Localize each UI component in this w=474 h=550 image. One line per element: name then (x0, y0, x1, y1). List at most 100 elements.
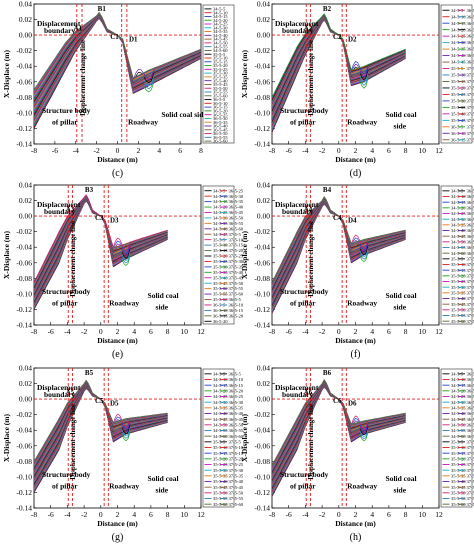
legend-entry: 37-5-60 (467, 319, 474, 324)
y-tick-label: -0.04 (16, 243, 32, 252)
legend-entry: 36-5-55 (467, 245, 474, 250)
change-line-label: Displacement change line (307, 404, 315, 480)
legend-entry: 37-5-40 (229, 479, 244, 484)
point-label-a: A6 (304, 388, 313, 396)
x-tick-label: -8 (269, 327, 275, 336)
legend-entry: 37-5-50 (467, 490, 474, 495)
point-label-a: A3 (66, 205, 75, 213)
legend-entry: 36-5-35 (467, 27, 474, 32)
legend-entry: 37-5-5 (467, 66, 474, 71)
roadway-label: Roadway (347, 482, 377, 491)
legend-entry: 34-5-55 (213, 44, 228, 49)
y-tick-label: -0.04 (254, 62, 270, 71)
x-tick-label: 4 (370, 327, 374, 336)
legend-entry: 36-5-30 (467, 400, 474, 405)
legend-entry: 36-5-15 (467, 200, 474, 205)
x-tick-label: 6 (387, 146, 391, 155)
legend-entry: 37-5-5 (467, 256, 474, 261)
legend-entry: 37-5-30 (467, 468, 474, 473)
y-tick-label: -0.08 (16, 457, 32, 466)
y-tick-label: -0.08 (254, 457, 270, 466)
y-tick-label: 0.00 (19, 31, 32, 40)
y-tick-label: -0.12 (16, 124, 32, 133)
legend-entry: 37-5-5 (229, 439, 242, 444)
boundary-label: Displacement (37, 200, 81, 209)
roadway-label: Roadway (347, 118, 377, 127)
legend-entry: 37-5-20 (229, 456, 244, 461)
legend-entry: 36-5-5 (467, 188, 474, 193)
y-tick-label: -0.06 (254, 441, 270, 450)
legend-entry: 37-5-25 (229, 254, 244, 259)
chart-panel-h: 0.04 0.02 0.00 -0.02 -0.04 -0.06 -0.08 -0.10 -0.… (240, 364, 474, 544)
legend-entry: 36-5-50 (229, 216, 244, 221)
legend-entry: 35-5-5 (213, 237, 226, 242)
series-line (34, 12, 201, 90)
legend-entry: 37-5-20 (467, 86, 474, 91)
point-label-c: C3 (95, 214, 104, 222)
x-tick-label: -6 (286, 510, 292, 519)
legend-entry: 36-5-20 (229, 313, 244, 318)
roadway-label: Roadway (109, 299, 139, 308)
legend-entry: 34-5-20 (213, 18, 228, 23)
legend-entry: 35-5-5 (213, 439, 226, 444)
x-axis-title: Distance (m) (335, 336, 376, 345)
change-line-label: Displacement change line (69, 404, 77, 480)
legend-entry: 37-5-15 (467, 268, 474, 273)
x-tick-label: 10 (419, 327, 427, 336)
legend-entry: 37-5-40 (467, 479, 474, 484)
x-tick-label: 4 (132, 327, 136, 336)
x-tick-label: 6 (387, 510, 391, 519)
x-tick-label: 6 (178, 146, 182, 155)
legend-entry: 37-5-5 (467, 439, 474, 444)
legend-entry: 36-5-25 (467, 211, 474, 216)
legend-entry: 37-5-35 (229, 264, 244, 269)
point-label-d: D3 (110, 216, 119, 224)
x-axis-title: Distance (m) (335, 155, 376, 164)
x-tick-label: 0 (99, 327, 103, 336)
y-tick-label: 0.04 (19, 364, 32, 373)
y-tick-label: 0.00 (257, 395, 270, 404)
legend-entry: 37-5-45 (467, 485, 474, 490)
roadway-label: Roadway (347, 299, 377, 308)
x-tick-label: 4 (370, 510, 374, 519)
legend-entry: 36-5-10 (229, 303, 244, 308)
y-tick-label: 0.02 (257, 15, 270, 24)
x-tick-label: 2 (116, 327, 120, 336)
point-label-c: C4 (333, 214, 342, 222)
legend-entry: 36-5-40 (467, 411, 474, 416)
legend-entry: 34-5-5 (451, 188, 464, 193)
legend-entry: 37-5-20 (229, 248, 244, 253)
legend-entry: 36-5-30 (229, 400, 244, 405)
chart-panel-d: 0.04 0.02 0.00 -0.02 -0.04 -0.06 -0.08 -0.10 -0.… (240, 0, 474, 179)
legend-entry: 37-5-55 (467, 131, 474, 136)
y-axis-title: X-Displace (m) (240, 413, 249, 462)
y-tick-label: -0.04 (16, 426, 32, 435)
x-tick-label: -4 (64, 510, 70, 519)
legend-entry: 36-5-30 (213, 116, 228, 121)
legend-entry: 37-5-35 (467, 105, 474, 110)
y-tick-label: -0.10 (16, 472, 32, 481)
legend-entry: 37-5-10 (229, 237, 244, 242)
legend-entry: 36-5-40 (213, 124, 228, 129)
x-tick-label: -6 (48, 510, 54, 519)
boundary-label: Displacement (37, 383, 81, 392)
legend-entry: 34-5-15 (213, 14, 228, 19)
legend-entry: 36-5-45 (467, 234, 474, 239)
legend-entry: 37-5-50 (467, 307, 474, 312)
y-tick-label: -0.06 (254, 258, 270, 267)
x-tick-label: -2 (319, 146, 325, 155)
change-line-label: Displacement change line (69, 221, 77, 297)
y-tick-label: -0.10 (16, 108, 32, 117)
legend-box (440, 185, 473, 325)
x-tick-label: -4 (64, 327, 70, 336)
legend-entry: 35-5-55 (213, 90, 228, 95)
legend-entry: 35-5-5 (213, 52, 226, 57)
coal-side-label: Solid coal side (161, 110, 207, 119)
legend-entry: 36-5-50 (467, 239, 474, 244)
y-tick-label: -0.08 (16, 93, 32, 102)
legend-entry: 37-5-35 (467, 473, 474, 478)
y-tick-label: -0.02 (254, 410, 270, 419)
legend-entry: 36-5-50 (229, 422, 244, 427)
legend-entry: 36-5-10 (467, 377, 474, 382)
y-tick-label: -0.06 (16, 258, 32, 267)
